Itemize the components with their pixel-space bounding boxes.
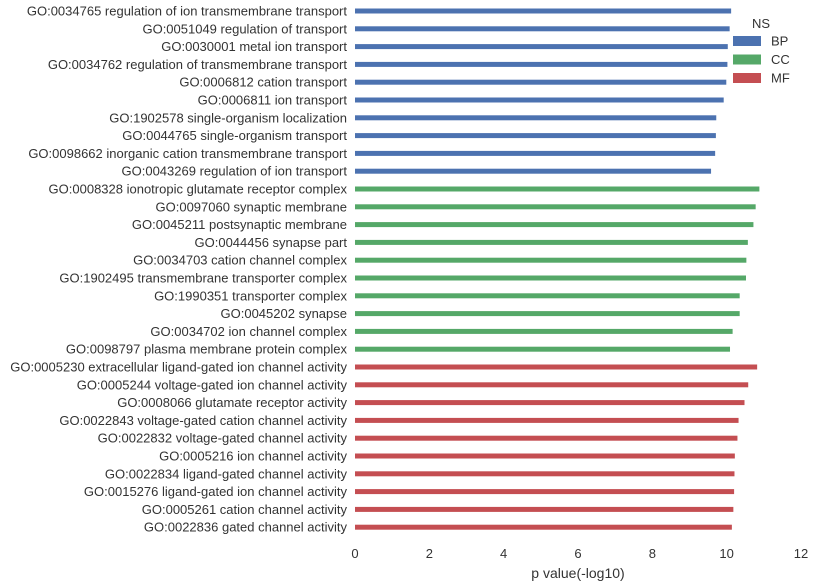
x-axis-ticks: 0 2 4 6 8 10 12 xyxy=(351,546,808,561)
category-label: GO:0006811 ion transport xyxy=(198,93,348,108)
category-label: GO:0005261 cation channel activity xyxy=(142,502,348,517)
bar-mf xyxy=(355,506,734,512)
legend-swatch-bp xyxy=(733,36,761,46)
x-tick-label: 12 xyxy=(794,546,808,561)
bar-cc xyxy=(355,311,740,317)
category-label: GO:0022832 voltage-gated channel activit… xyxy=(98,431,348,446)
category-label: GO:0022836 gated channel activity xyxy=(144,520,348,535)
bar-cc xyxy=(355,275,746,281)
category-label: GO:0097060 synaptic membrane xyxy=(156,199,348,214)
legend-label-bp: BP xyxy=(771,34,788,49)
x-tick-label: 6 xyxy=(574,546,581,561)
x-tick-label: 8 xyxy=(649,546,656,561)
category-labels: GO:0034765 regulation of ion transmembra… xyxy=(10,4,347,535)
category-label: GO:0022834 ligand-gated channel activity xyxy=(105,466,348,481)
legend-swatch-cc xyxy=(733,54,761,65)
category-label: GO:0034762 regulation of transmembrane t… xyxy=(48,57,348,72)
bars xyxy=(355,8,760,530)
category-label: GO:0045202 synapse xyxy=(221,306,347,321)
bar-cc xyxy=(355,204,756,210)
bar-bp xyxy=(355,150,716,156)
bar-cc xyxy=(355,328,733,334)
x-tick-label: 4 xyxy=(500,546,507,561)
category-label: GO:0044765 single-organism transport xyxy=(122,128,347,143)
bar-mf xyxy=(355,364,758,370)
legend-label-mf: MF xyxy=(771,71,790,86)
bar-cc xyxy=(355,257,747,263)
bar-bp xyxy=(355,44,728,50)
category-label: GO:0043269 regulation of ion transport xyxy=(122,164,348,179)
bar-bp xyxy=(355,97,724,103)
category-label: GO:0030001 metal ion transport xyxy=(161,39,347,54)
legend-title: NS xyxy=(752,16,770,31)
x-tick-label: 10 xyxy=(719,546,733,561)
bar-mf xyxy=(355,417,739,423)
category-label: GO:0006812 cation transport xyxy=(179,75,347,90)
bar-mf xyxy=(355,524,732,530)
category-label: GO:0005244 voltage-gated ion channel act… xyxy=(77,377,348,392)
bar-mf xyxy=(355,471,735,477)
category-label: GO:0034703 cation channel complex xyxy=(133,253,347,268)
x-axis-title: p value(-log10) xyxy=(531,565,624,581)
legend: NS BP CC MF xyxy=(733,16,790,86)
bar-bp xyxy=(355,61,728,67)
x-tick-label: 0 xyxy=(351,546,358,561)
bar-bp xyxy=(355,133,716,139)
category-label: GO:0044456 synapse part xyxy=(195,235,348,250)
bar-cc xyxy=(355,222,754,228)
category-label: GO:0034702 ion channel complex xyxy=(150,324,347,339)
category-label: GO:1902495 transmembrane transporter com… xyxy=(59,271,347,286)
bar-bp xyxy=(355,26,730,32)
category-label: GO:0098797 plasma membrane protein compl… xyxy=(66,342,348,357)
category-label: GO:1990351 transporter complex xyxy=(154,288,347,303)
bar-mf xyxy=(355,489,735,495)
legend-label-cc: CC xyxy=(771,52,790,67)
bar-cc xyxy=(355,239,748,245)
bar-cc xyxy=(355,346,731,352)
bar-mf xyxy=(355,400,745,406)
bar-mf xyxy=(355,382,749,388)
bar-mf xyxy=(355,453,735,459)
category-label: GO:0022843 voltage-gated cation channel … xyxy=(59,413,347,428)
category-label: GO:0051049 regulation of transport xyxy=(142,21,347,36)
bar-bp xyxy=(355,79,727,85)
x-tick-label: 2 xyxy=(426,546,433,561)
legend-swatch-mf xyxy=(733,73,761,83)
category-label: GO:0015276 ligand-gated ion channel acti… xyxy=(84,484,348,499)
bar-mf xyxy=(355,435,738,441)
bar-bp xyxy=(355,115,717,121)
bar-cc xyxy=(355,293,740,299)
category-label: GO:0008066 glutamate receptor activity xyxy=(117,395,347,410)
category-label: GO:0005216 ion channel activity xyxy=(159,449,347,464)
bar-bp xyxy=(355,8,732,14)
category-label: GO:0098662 inorganic cation transmembran… xyxy=(28,146,347,161)
category-label: GO:0045211 postsynaptic membrane xyxy=(132,217,347,232)
category-label: GO:0005230 extracellular ligand-gated io… xyxy=(10,360,347,375)
category-label: GO:1902578 single-organism localization xyxy=(109,110,347,125)
category-label: GO:0034765 regulation of ion transmembra… xyxy=(27,4,348,19)
category-label: GO:0008328 ionotropic glutamate receptor… xyxy=(49,182,348,197)
bar-bp xyxy=(355,168,712,174)
bar-cc xyxy=(355,186,760,192)
